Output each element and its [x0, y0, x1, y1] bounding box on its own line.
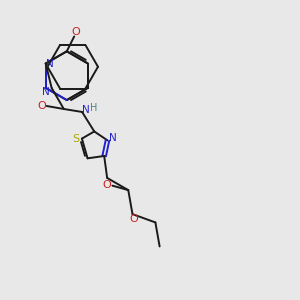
Text: O: O — [103, 180, 111, 190]
Text: O: O — [129, 214, 138, 224]
Text: N: N — [42, 87, 50, 97]
Text: N: N — [46, 58, 54, 68]
Text: N: N — [82, 106, 90, 116]
Text: S: S — [72, 134, 80, 144]
Text: N: N — [109, 133, 117, 143]
Text: H: H — [90, 103, 97, 113]
Text: O: O — [37, 101, 46, 111]
Text: O: O — [71, 27, 80, 37]
